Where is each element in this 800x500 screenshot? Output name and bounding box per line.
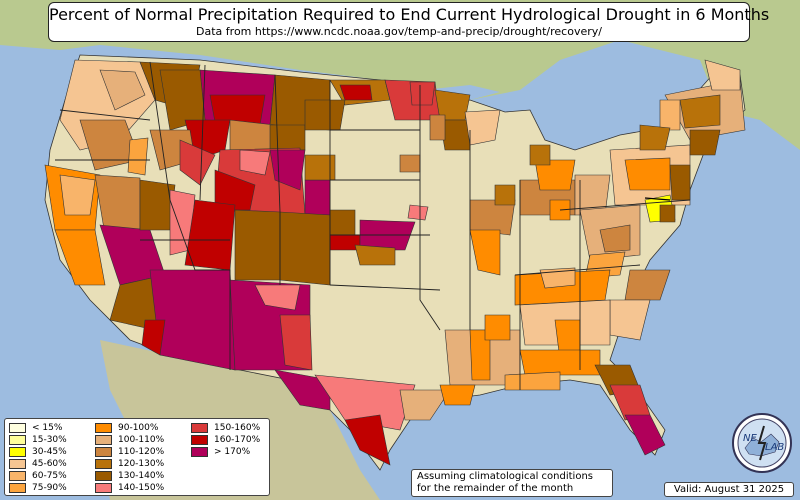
legend-swatch — [95, 471, 112, 481]
legend-swatch — [9, 459, 26, 469]
legend-item: 75-90% — [9, 482, 95, 494]
map-subtitle: Data from https://www.ncdc.noaa.gov/temp… — [196, 25, 602, 38]
legend-swatch — [9, 435, 26, 445]
legend-item: > 170% — [191, 446, 275, 458]
legend-label: 75-90% — [32, 483, 67, 493]
legend-item: < 15% — [9, 422, 95, 434]
legend-label: 60-75% — [32, 471, 67, 481]
legend-item: 130-140% — [95, 470, 191, 482]
legend-label: 90-100% — [118, 423, 159, 433]
note-line-2: for the remainder of the month — [417, 483, 574, 494]
legend-label: 45-60% — [32, 459, 67, 469]
legend-swatch — [9, 447, 26, 457]
valid-date: Valid: August 31 2025 — [664, 482, 794, 497]
nws-lab-logo: NE LAB — [732, 413, 792, 473]
legend-item: 110-120% — [95, 446, 191, 458]
legend-swatch — [191, 423, 208, 433]
legend-swatch — [9, 471, 26, 481]
legend-swatch — [95, 423, 112, 433]
logo-text-lab: LAB — [765, 442, 784, 453]
legend-item: 140-150% — [95, 482, 191, 494]
map-title: Percent of Normal Precipitation Required… — [49, 5, 770, 24]
legend: < 15% 15-30% 30-45% 45-60% 60-75% 75-90% 90-10… — [4, 418, 270, 496]
legend-swatch — [95, 447, 112, 457]
legend-label: 100-110% — [118, 435, 165, 445]
legend-label: 130-140% — [118, 471, 165, 481]
legend-item: 120-130% — [95, 458, 191, 470]
lake-huron — [530, 110, 585, 155]
legend-swatch — [191, 447, 208, 457]
legend-label: > 170% — [214, 447, 251, 457]
legend-swatch — [95, 435, 112, 445]
state-borders — [55, 61, 691, 390]
note-line-1: Assuming climatological conditions — [417, 471, 593, 482]
legend-item: 150-160% — [191, 422, 275, 434]
title-box: Percent of Normal Precipitation Required… — [48, 2, 770, 42]
logo-text-ne: NE — [743, 433, 757, 444]
legend-label: < 15% — [32, 423, 63, 433]
legend-label: 110-120% — [118, 447, 165, 457]
legend-label: 30-45% — [32, 447, 67, 457]
legend-item: 30-45% — [9, 446, 95, 458]
legend-swatch — [95, 459, 112, 469]
legend-label: 150-160% — [214, 423, 261, 433]
drought-regions — [44, 59, 746, 466]
assumption-note: Assuming climatological conditions for t… — [411, 469, 613, 497]
legend-label: 160-170% — [214, 435, 261, 445]
legend-swatch — [95, 483, 112, 493]
legend-swatch — [191, 435, 208, 445]
legend-item: 160-170% — [191, 434, 275, 446]
legend-item: 60-75% — [9, 470, 95, 482]
legend-item: 45-60% — [9, 458, 95, 470]
legend-swatch — [9, 423, 26, 433]
legend-swatch — [9, 483, 26, 493]
legend-item: 15-30% — [9, 434, 95, 446]
legend-label: 140-150% — [118, 483, 165, 493]
legend-label: 15-30% — [32, 435, 67, 445]
legend-label: 120-130% — [118, 459, 165, 469]
legend-item: 100-110% — [95, 434, 191, 446]
legend-item: 90-100% — [95, 422, 191, 434]
